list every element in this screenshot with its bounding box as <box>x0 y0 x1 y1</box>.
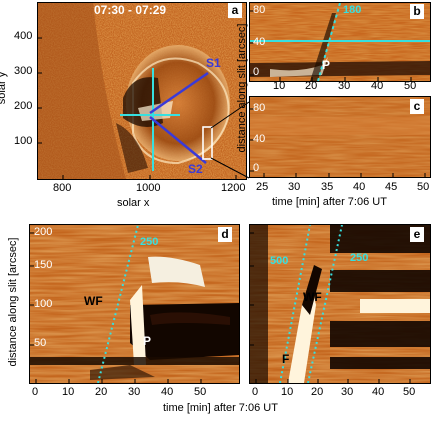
panel-c-ytick-40: 40 <box>253 133 266 145</box>
panel-a-xtick-800: 800 <box>53 182 72 194</box>
panel-c-xtick-25: 25 <box>256 181 269 193</box>
panel-a-time-title: 07:30 - 07:29 <box>94 3 167 17</box>
panel-c-xtick-45: 45 <box>385 181 398 193</box>
panel-b-xtick-20: 20 <box>305 80 318 92</box>
panel-b-ytick-0: 0 <box>253 66 260 78</box>
panel-b-speed-label: 180 <box>343 4 362 16</box>
panel-d-ytick-100: 100 <box>34 298 53 310</box>
panel-d-speed-label: 250 <box>140 236 159 248</box>
panel-b-ytick-40: 40 <box>253 36 266 48</box>
panel-c-xtick-30: 30 <box>288 181 301 193</box>
panel-c-ytick-0: 0 <box>253 162 260 174</box>
panel-c-ytick-80: 80 <box>253 102 266 114</box>
panel-a-letter: a <box>228 3 242 18</box>
panel-b-xtick-40: 40 <box>371 80 384 92</box>
panel-d-svg <box>30 225 239 383</box>
panel-d-xtick-30: 30 <box>128 386 141 398</box>
panel-e-letter: e <box>410 227 424 242</box>
panel-d-xtick-50: 50 <box>194 386 207 398</box>
panel-a-xtick-1200: 1200 <box>221 182 246 194</box>
panel-a-xlabel: solar x <box>117 197 150 209</box>
panel-d-xtick-40: 40 <box>161 386 174 398</box>
panel-e-speed-left: 500 <box>270 255 289 267</box>
panel-e-feature-f: F <box>282 352 290 366</box>
panel-e-xtick-50: 50 <box>403 386 416 398</box>
panel-d-xtick-0: 0 <box>32 386 39 398</box>
panel-b-image <box>249 2 431 82</box>
panel-b-xtick-50: 50 <box>404 80 417 92</box>
panel-b-xtick-10: 10 <box>273 80 286 92</box>
panel-d-xtick-10: 10 <box>62 386 75 398</box>
panel-c-xtick-35: 35 <box>321 181 334 193</box>
panel-a-xtick-1000: 1000 <box>136 182 161 194</box>
panel-d-xtick-20: 20 <box>95 386 108 398</box>
panel-a-ytick-300: 300 <box>14 65 33 77</box>
panel-d-letter: d <box>218 227 232 242</box>
panel-e-speed-right: 250 <box>350 252 369 264</box>
panel-d-ytick-200: 200 <box>34 226 53 238</box>
panel-d-wavefront-label: WF <box>84 294 103 308</box>
panel-b-svg <box>250 3 430 81</box>
slit-label-s1: S1 <box>206 56 221 70</box>
panel-b-xtick-30: 30 <box>338 80 351 92</box>
panel-e-xtick-30: 30 <box>341 386 354 398</box>
panel-e-xtick-20: 20 <box>311 386 324 398</box>
panel-e-xtick-0: 0 <box>252 386 259 398</box>
panel-e-svg <box>250 225 430 383</box>
panel-c-xlabel: time [min] after 7:06 UT <box>272 196 387 208</box>
panel-d-image <box>29 224 240 384</box>
panel-c-svg <box>250 97 430 177</box>
panel-d-ytick-150: 150 <box>34 259 53 271</box>
panel-a-ytick-200: 200 <box>14 100 33 112</box>
panel-c-xtick-50: 50 <box>417 181 430 193</box>
panel-a-ytick-400: 400 <box>14 30 33 42</box>
panel-e-image <box>249 224 431 384</box>
panel-e-xtick-10: 10 <box>281 386 294 398</box>
panel-c-letter: c <box>410 99 424 114</box>
panel-e-wavefront-label: WF <box>303 290 322 304</box>
panel-e-xtick-40: 40 <box>372 386 385 398</box>
panel-b-ytick-80: 80 <box>253 4 266 16</box>
panel-a-svg <box>38 3 246 179</box>
panel-b-feature-p: P <box>322 58 331 72</box>
panel-c-xtick-40: 40 <box>353 181 366 193</box>
panel-c-image <box>249 96 431 178</box>
right-shared-ylabel: distance along slit [arcsec] <box>236 23 248 153</box>
panel-d-feature-p: P <box>143 334 152 348</box>
panel-a-ytick-100: 100 <box>14 135 33 147</box>
bottom-xlabel: time [min] after 7:06 UT <box>163 402 278 414</box>
slit-label-s2: S2 <box>188 162 203 176</box>
panel-a-image <box>37 2 247 180</box>
panel-d-ytick-50: 50 <box>34 337 47 349</box>
bottom-ylabel: distance along slit [arcsec] <box>7 237 19 367</box>
panel-b-letter: b <box>410 4 424 19</box>
